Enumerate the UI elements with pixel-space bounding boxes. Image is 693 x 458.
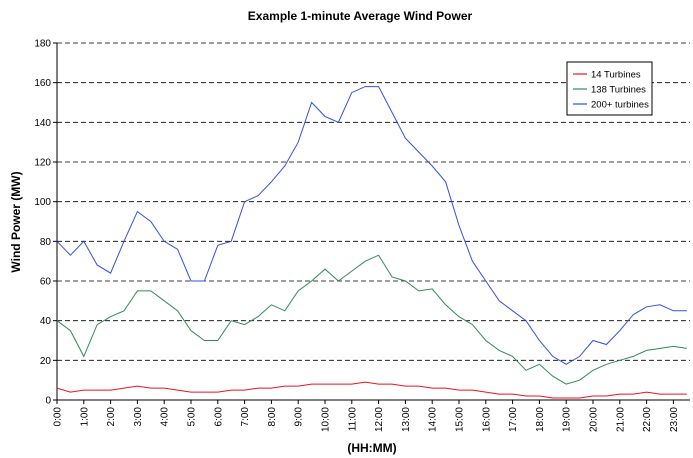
x-tick-label: 6:00 [213, 407, 224, 427]
y-tick-label: 0 [45, 396, 51, 407]
x-tick-label: 10:00 [321, 407, 332, 432]
x-tick-label: 20:00 [589, 407, 600, 432]
y-tick-label: 180 [34, 39, 51, 50]
x-tick-label: 14:00 [428, 407, 439, 432]
x-tick-label: 1:00 [79, 407, 90, 427]
series-line [56, 381, 687, 399]
chart-title: Example 1-minute Average Wind Power [248, 9, 473, 23]
legend-label: 14 Turbines [591, 70, 641, 81]
x-tick-label: 21:00 [615, 407, 626, 432]
x-tick-label: 16:00 [481, 407, 492, 432]
x-tick-label: 15:00 [455, 407, 466, 432]
x-tick-label: 9:00 [294, 407, 305, 427]
legend-label: 138 Turbines [591, 85, 646, 96]
x-tick-label: 7:00 [240, 407, 251, 427]
x-tick-label: 2:00 [106, 407, 117, 427]
x-tick-label: 19:00 [562, 407, 573, 432]
y-tick-label: 140 [34, 118, 51, 129]
x-tick-label: 18:00 [535, 407, 546, 432]
x-tick-label: 22:00 [642, 407, 653, 432]
x-tick-label: 8:00 [267, 407, 278, 427]
y-tick-label: 160 [34, 78, 51, 89]
series-line [56, 86, 687, 365]
x-tick-label: 17:00 [508, 407, 519, 432]
x-axis-label: (HH:MM) [347, 441, 396, 455]
x-tick-label: 0:00 [53, 407, 64, 427]
x-tick-label: 11:00 [347, 407, 358, 432]
y-tick-label: 100 [34, 197, 51, 208]
y-tick-label: 120 [34, 158, 51, 169]
x-tick-label: 12:00 [374, 407, 385, 432]
y-tick-label: 20 [40, 356, 52, 367]
x-tick-label: 5:00 [187, 407, 198, 427]
y-axis-label: Wind Power (MW) [9, 171, 23, 272]
legend-box [566, 61, 653, 116]
legend-label: 200+ turbines [591, 100, 649, 111]
y-tick-label: 40 [40, 316, 52, 327]
x-tick-label: 13:00 [401, 407, 412, 432]
y-tick-label: 80 [40, 237, 52, 248]
x-tick-label: 4:00 [160, 407, 171, 427]
y-tick-label: 60 [40, 277, 52, 288]
x-tick-label: 23:00 [669, 407, 680, 432]
series-line [56, 254, 687, 385]
x-tick-label: 3:00 [133, 407, 144, 427]
